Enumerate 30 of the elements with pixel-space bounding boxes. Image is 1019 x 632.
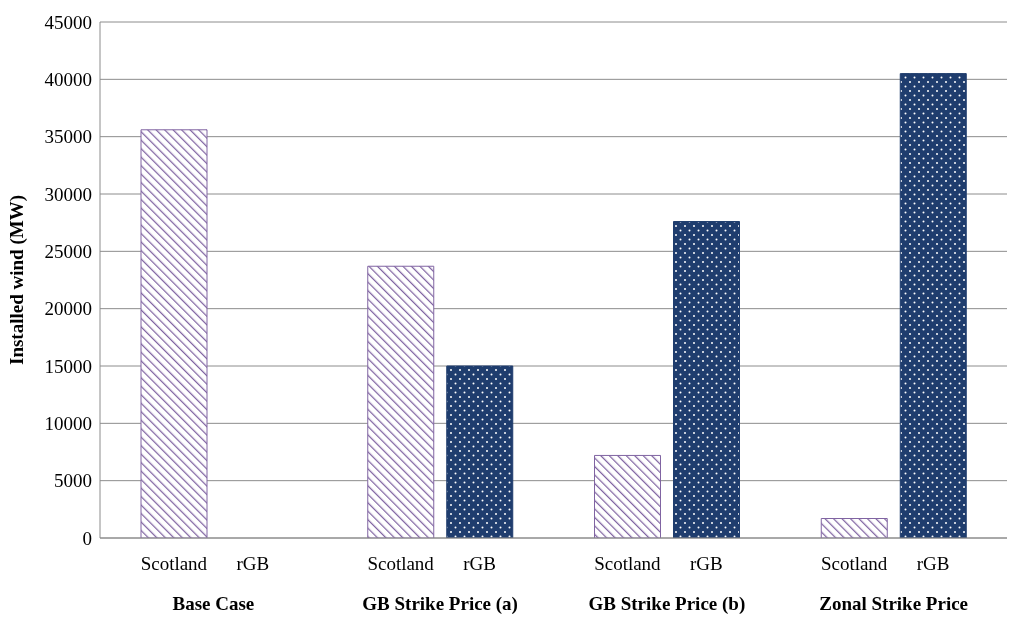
bar: [367, 265, 435, 538]
text: Scotland: [594, 553, 661, 574]
y-tick-label: 5000: [54, 470, 92, 492]
x-tick-label: GB Strike Price (b): [588, 593, 746, 615]
series-label: Scotland: [140, 553, 208, 574]
y-tick-label: 15000: [44, 355, 92, 377]
y-tick-label: 10000: [44, 413, 92, 435]
y-tick-label: 45000: [44, 11, 92, 33]
x-tick-label: Zonal Strike Price: [819, 593, 969, 614]
bar: [899, 73, 967, 538]
text: rGB: [690, 553, 723, 574]
y-axis-title: Installed wind (MW): [5, 195, 28, 365]
text: Scotland: [820, 553, 888, 574]
y-tick-label: 0: [82, 527, 92, 549]
y-tick-label: 40000: [44, 69, 92, 91]
x-tick-label: GB Strike Price (a): [362, 593, 518, 615]
bar: [446, 365, 514, 538]
text: rGB: [916, 553, 950, 574]
x-tick-label: Base Case: [172, 593, 255, 614]
y-tick-label: 35000: [44, 126, 92, 148]
bar: [820, 518, 888, 538]
y-tick-label: 25000: [44, 241, 92, 263]
bar: [673, 221, 740, 538]
text: Scotland: [367, 553, 434, 574]
y-tick-label: 30000: [44, 183, 92, 205]
series-label: rGB: [463, 553, 496, 574]
bar: [594, 454, 661, 538]
text: rGB: [236, 553, 270, 574]
bar: [140, 129, 208, 538]
y-tick-label: 20000: [44, 298, 92, 320]
